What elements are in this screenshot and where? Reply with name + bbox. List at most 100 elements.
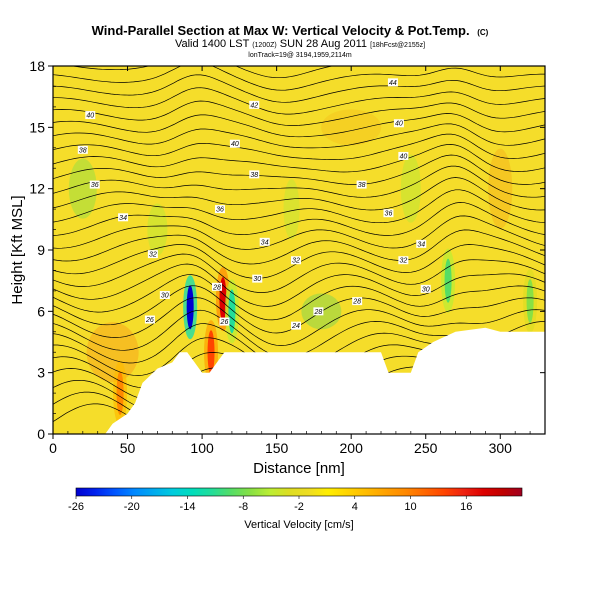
isentrope-label-box [356, 180, 367, 189]
updraft-core [116, 371, 124, 416]
colorbar [75, 487, 523, 497]
isentrope-label-box [85, 111, 96, 120]
y-tick-label: 12 [29, 181, 45, 197]
isentrope-label: 34 [417, 241, 425, 248]
isentrope-label-box [259, 237, 270, 246]
isentrope [53, 253, 545, 293]
isentrope [53, 87, 545, 115]
subtitle-utc: (1200Z) [252, 42, 277, 49]
isentrope [53, 165, 545, 198]
colorbar-label: Vertical Velocity [cm/s] [244, 519, 353, 531]
colorbar-tick-label: -14 [180, 501, 196, 513]
isentrope-label-box [118, 213, 129, 222]
colorbar-tick-label: 4 [352, 501, 358, 513]
colorbar-tick-label: -20 [124, 501, 140, 513]
isentrope-label-box [214, 205, 225, 214]
isentrope-label-box [159, 290, 170, 299]
isentrope-label: 28 [212, 284, 221, 291]
colorbar-tick-label: 10 [404, 501, 416, 513]
colorbar-tick-label: -2 [294, 501, 304, 513]
isentrope-label-box [387, 78, 398, 87]
isentrope-label: 36 [91, 182, 99, 189]
isentrope-label: 34 [119, 215, 127, 222]
field-band [283, 179, 300, 240]
isentrope [53, 144, 545, 173]
isentrope-label-box [252, 274, 263, 283]
field-band [86, 322, 139, 383]
isentrope-label: 36 [385, 211, 393, 218]
isentrope-label: 34 [261, 239, 269, 246]
isentrope-label: 38 [250, 172, 258, 179]
updraft-core [186, 285, 194, 330]
isentrope-label-box [291, 256, 302, 265]
field-band [488, 148, 513, 229]
y-tick-label: 3 [37, 365, 45, 381]
field-band [321, 109, 382, 146]
isentrope-label: 40 [86, 113, 94, 120]
isentrope-label: 28 [313, 309, 322, 316]
y-axis-label: Height [Kft MSL] [9, 195, 26, 304]
isentrope-label-box [393, 119, 404, 128]
isentrope-label: 30 [422, 286, 430, 293]
field-band [68, 158, 97, 219]
colorbar-tick-label: -26 [68, 501, 84, 513]
updraft-core [526, 279, 534, 324]
isentrope [53, 133, 545, 160]
x-tick-label: 300 [489, 440, 513, 456]
isentrope-label: 42 [250, 102, 258, 109]
isentrope [53, 100, 545, 126]
chart-subtitle-track: lonTrack=19@ 3194,1959,2114m [248, 52, 352, 59]
isentrope-label: 40 [395, 121, 403, 128]
isentrope-label-box [352, 297, 363, 306]
isentrope-label-box [144, 315, 155, 324]
isentrope-label-box [291, 321, 302, 330]
x-tick-label: 0 [49, 440, 57, 456]
isentrope-label: 30 [161, 292, 169, 299]
y-tick-label: 9 [37, 242, 45, 258]
isentrope-label: 28 [352, 299, 361, 306]
colorbar-ticks: -26 -20 -14 -8 -2 4 10 16 [68, 496, 472, 513]
chart-subtitle: Valid 1400 LST (1200Z) SUN 28 Aug 2011 [… [175, 38, 425, 50]
subtitle-forecast: [18hFcst@2155z] [370, 42, 425, 49]
field-band [147, 203, 168, 256]
title-mark: (C) [477, 28, 488, 37]
isentrope-label-box [398, 151, 409, 160]
isentrope-label: 30 [253, 276, 261, 283]
isentrope-label: 40 [399, 153, 407, 160]
isentrope [53, 297, 545, 346]
isentrope [53, 229, 545, 265]
isentrope-label: 32 [292, 258, 300, 265]
plot-area: 44 42 40 40 40 40 38 38 38 36 36 36 34 34 34 32 32 32 30 30… [53, 66, 545, 434]
isentrope [69, 66, 335, 79]
isentrope-label-box [249, 170, 260, 179]
isentrope-label-box [229, 139, 240, 148]
isentrope-label-box [398, 256, 409, 265]
isentrope-label-box [89, 180, 100, 189]
isentrope-label: 40 [231, 141, 239, 148]
x-tick-label: 200 [340, 440, 364, 456]
subtitle-valid: Valid 1400 LST [175, 38, 250, 50]
isentrope-label-box [416, 239, 427, 248]
x-axis-ticks: 0 50 100 150 200 250 300 [49, 66, 531, 456]
isentrope-label: 36 [216, 207, 224, 214]
isentrope-label-box [383, 209, 394, 218]
chart-title-line: Wind-Parallel Section at Max W: Vertical… [92, 23, 489, 38]
isentrope-label: 38 [358, 182, 366, 189]
isentrope-labels: 44 42 40 40 40 40 38 38 38 36 36 36 34 34 34 32 32 32 30 30… [77, 78, 431, 330]
isentrope-label-box [212, 282, 222, 291]
isentrope [53, 177, 545, 211]
terrain-mask [53, 327, 545, 434]
isentrope-label: 26 [145, 317, 154, 324]
isentrope-label: 38 [79, 147, 87, 154]
x-axis-label: Distance [nm] [253, 460, 345, 477]
isentrope-label: 44 [389, 80, 397, 87]
updraft-core [444, 258, 452, 303]
x-tick-label: 50 [120, 440, 136, 456]
y-tick-label: 0 [37, 426, 45, 442]
subtitle-date: SUN 28 Aug 2011 [280, 38, 367, 50]
isentrope-label-box [313, 307, 324, 316]
y-tick-label: 18 [29, 58, 45, 74]
isentrope [53, 263, 545, 307]
